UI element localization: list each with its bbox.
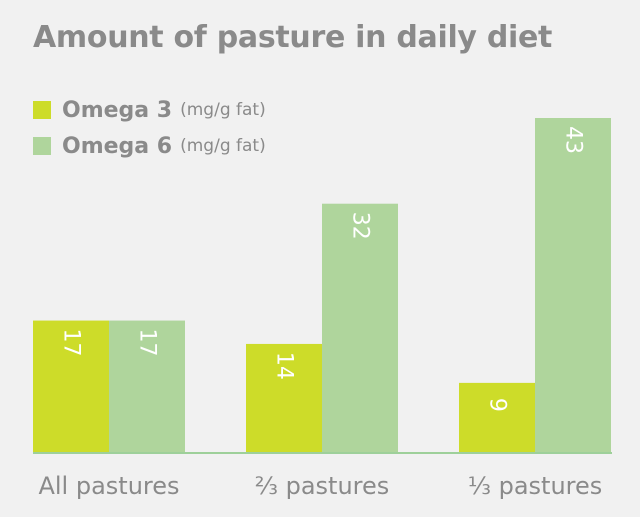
- legend-unit-omega3: (mg/g fat): [180, 100, 266, 120]
- bar-omega6-one-third-pastures: [535, 118, 611, 453]
- legend: Omega 3 (mg/g fat) Omega 6 (mg/g fat): [33, 92, 266, 164]
- data-label-omega6-two-thirds-pastures: 32: [348, 212, 373, 240]
- data-label-omega3-all-pastures: 17: [59, 329, 84, 357]
- data-label-omega6-all-pastures: 17: [135, 329, 160, 357]
- category-label-two-thirds-pastures: ⅔ pastures: [255, 472, 390, 500]
- data-label-omega3-two-thirds-pastures: 14: [272, 352, 297, 380]
- legend-swatch-omega3: [33, 101, 51, 119]
- bar-omega6-all-pastures: [109, 320, 185, 453]
- legend-item-omega3: Omega 3 (mg/g fat): [33, 92, 266, 128]
- category-label-all-pastures: All pastures: [38, 472, 179, 500]
- category-label-one-third-pastures: ⅓ pastures: [468, 472, 603, 500]
- bar-omega3-all-pastures: [33, 320, 109, 453]
- bar-omega6-two-thirds-pastures: [322, 203, 398, 453]
- legend-swatch-omega6: [33, 137, 51, 155]
- legend-label-omega6: Omega 6: [62, 133, 173, 159]
- data-label-omega3-one-third-pastures: 9: [485, 398, 510, 412]
- legend-label-omega3: Omega 3: [62, 97, 173, 123]
- data-label-omega6-one-third-pastures: 43: [561, 126, 586, 154]
- bar-omega3-two-thirds-pastures: [246, 343, 322, 453]
- legend-item-omega6: Omega 6 (mg/g fat): [33, 128, 266, 164]
- legend-unit-omega6: (mg/g fat): [180, 136, 266, 156]
- bar-omega3-one-third-pastures: [459, 382, 535, 453]
- chart-title: Amount of pasture in daily diet: [33, 20, 553, 55]
